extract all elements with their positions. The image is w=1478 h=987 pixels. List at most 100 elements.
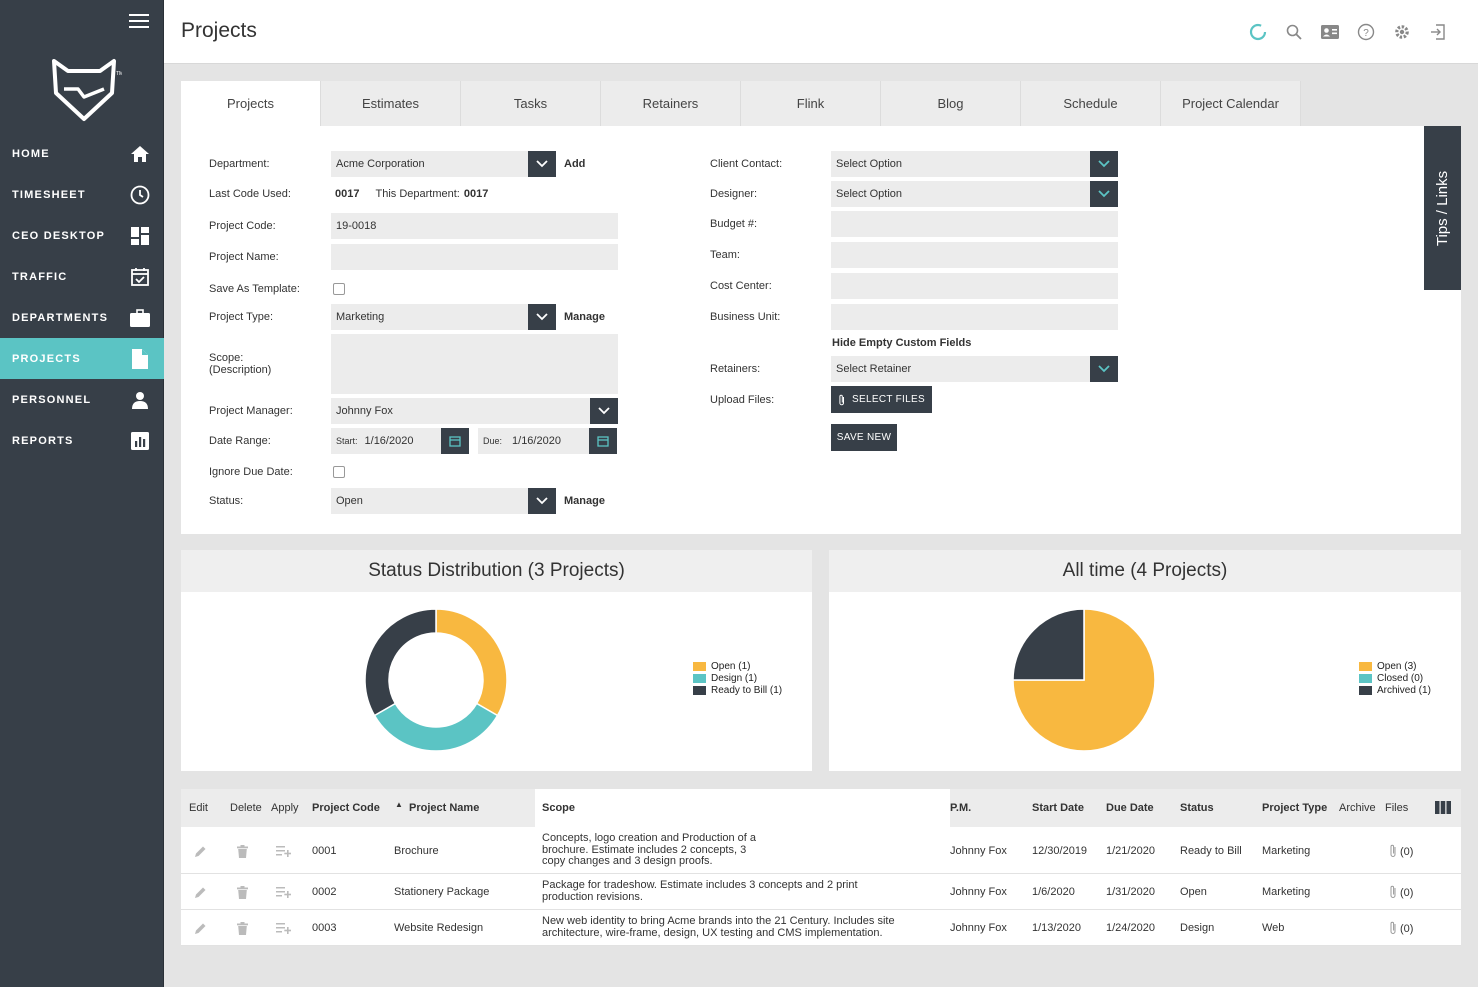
sidebar-item-traffic[interactable]: TRAFFIC bbox=[0, 256, 164, 297]
delete-trash-icon[interactable] bbox=[237, 845, 248, 861]
col-due-date[interactable]: Due Date bbox=[1106, 802, 1154, 814]
settings-gear-icon[interactable] bbox=[1392, 22, 1412, 42]
project-manager-label: Project Manager: bbox=[209, 405, 293, 417]
tab-blog[interactable]: Blog bbox=[881, 81, 1021, 126]
table-row[interactable]: 0002 Stationery Package Package for trades… bbox=[181, 874, 1461, 910]
save-as-template-checkbox[interactable] bbox=[333, 283, 345, 295]
table-row[interactable]: 0001 Brochure Concepts, logo creation and … bbox=[181, 827, 1461, 874]
sidebar-item-ceo-desktop[interactable]: CEO DESKTOP bbox=[0, 215, 164, 256]
designer-dropdown-button[interactable] bbox=[1090, 181, 1118, 207]
col-project-code[interactable]: Project Code bbox=[312, 802, 380, 814]
retainers-label: Retainers: bbox=[710, 363, 761, 375]
due-date-input[interactable]: Due: 1/16/2020 bbox=[478, 428, 589, 454]
logout-icon[interactable] bbox=[1428, 22, 1448, 42]
pie-slice-archived bbox=[1012, 608, 1085, 681]
tips-links-tab[interactable]: Tips / Links bbox=[1424, 126, 1461, 290]
status-select[interactable]: Open bbox=[331, 488, 528, 514]
cell-pm: Johnny Fox bbox=[950, 886, 1007, 898]
manage-status-link[interactable]: Manage bbox=[564, 495, 605, 507]
save-new-button[interactable]: SAVE NEW bbox=[831, 424, 897, 451]
columns-toggle-icon[interactable] bbox=[1435, 801, 1451, 814]
cell-scope: Package for tradeshow. Estimate includes… bbox=[542, 879, 858, 903]
col-scope[interactable]: Scope bbox=[542, 802, 576, 814]
tab-estimates[interactable]: Estimates bbox=[321, 81, 461, 126]
status-dropdown-button[interactable] bbox=[528, 488, 556, 514]
select-files-button[interactable]: SELECT FILES bbox=[831, 386, 932, 413]
paperclip-icon[interactable] bbox=[1389, 885, 1397, 902]
cell-files-count[interactable]: (0) bbox=[1400, 923, 1414, 935]
cell-project-name[interactable]: Brochure bbox=[394, 845, 439, 857]
delete-trash-icon[interactable] bbox=[237, 922, 248, 938]
budget-input[interactable] bbox=[831, 211, 1118, 237]
edit-pencil-icon[interactable] bbox=[194, 886, 207, 902]
start-date-input[interactable]: Start: 1/16/2020 bbox=[331, 428, 441, 454]
loading-spinner-icon bbox=[1248, 22, 1268, 42]
sidebar-item-reports[interactable]: REPORTS bbox=[0, 420, 164, 461]
project-code-input[interactable]: 19-0018 bbox=[331, 213, 618, 239]
apply-template-icon[interactable] bbox=[276, 887, 292, 901]
cell-files-count[interactable]: (0) bbox=[1400, 887, 1414, 899]
scope-textarea[interactable] bbox=[331, 334, 618, 394]
manage-project-type-link[interactable]: Manage bbox=[564, 311, 605, 323]
cell-project-type: Marketing bbox=[1262, 886, 1311, 898]
tab-flink[interactable]: Flink bbox=[741, 81, 881, 126]
project-manager-dropdown-button[interactable] bbox=[590, 398, 618, 424]
paperclip-icon[interactable] bbox=[1389, 844, 1397, 861]
col-project-type[interactable]: Project Type bbox=[1262, 802, 1328, 814]
client-contact-select[interactable]: Select Option bbox=[831, 151, 1090, 177]
tab-project-calendar[interactable]: Project Calendar bbox=[1161, 81, 1301, 126]
tab-retainers[interactable]: Retainers bbox=[601, 81, 741, 126]
delete-trash-icon[interactable] bbox=[237, 886, 248, 902]
due-date-calendar-button[interactable] bbox=[589, 428, 617, 454]
project-name-input[interactable] bbox=[331, 244, 618, 270]
apply-template-icon[interactable] bbox=[276, 846, 292, 860]
sidebar-item-home[interactable]: HOME bbox=[0, 133, 164, 174]
department-dropdown-button[interactable] bbox=[528, 151, 556, 177]
col-project-name[interactable]: Project Name bbox=[409, 802, 480, 814]
sidebar-item-departments[interactable]: DEPARTMENTS bbox=[0, 297, 164, 338]
contact-card-icon[interactable] bbox=[1320, 22, 1340, 42]
add-department-link[interactable]: Add bbox=[564, 158, 586, 170]
sidebar-item-personnel[interactable]: PERSONNEL bbox=[0, 379, 164, 420]
retainers-select[interactable]: Select Retainer bbox=[831, 356, 1090, 382]
sidebar-item-projects[interactable]: PROJECTS bbox=[0, 338, 164, 379]
ignore-due-date-checkbox[interactable] bbox=[333, 466, 345, 478]
table-row[interactable]: 0003 Website Redesign New web identity to … bbox=[181, 910, 1461, 946]
cell-project-name[interactable]: Stationery Package bbox=[394, 886, 490, 898]
cell-files-count[interactable]: (0) bbox=[1400, 846, 1414, 858]
sort-asc-icon[interactable]: ▲ bbox=[395, 800, 403, 809]
col-start-date[interactable]: Start Date bbox=[1032, 802, 1084, 814]
upload-files-label: Upload Files: bbox=[710, 393, 775, 406]
tab-tasks[interactable]: Tasks bbox=[461, 81, 601, 126]
search-icon[interactable] bbox=[1284, 22, 1304, 42]
col-status[interactable]: Status bbox=[1180, 802, 1214, 814]
col-delete: Delete bbox=[230, 802, 262, 814]
paperclip-icon[interactable] bbox=[1389, 921, 1397, 938]
tab-schedule[interactable]: Schedule bbox=[1021, 81, 1161, 126]
project-type-select[interactable]: Marketing bbox=[331, 304, 528, 330]
cell-status: Ready to Bill bbox=[1180, 845, 1242, 857]
sidebar-item-timesheet[interactable]: TIMESHEET bbox=[0, 174, 164, 215]
cell-project-type: Web bbox=[1262, 922, 1285, 934]
project-type-dropdown-button[interactable] bbox=[528, 304, 556, 330]
client-contact-dropdown-button[interactable] bbox=[1090, 151, 1118, 177]
project-manager-select[interactable]: Johnny Fox bbox=[331, 398, 590, 424]
cell-project-name[interactable]: Website Redesign bbox=[394, 922, 484, 934]
team-input[interactable] bbox=[831, 242, 1118, 268]
retainers-dropdown-button[interactable] bbox=[1090, 356, 1118, 382]
hide-empty-fields-link[interactable]: Hide Empty Custom Fields bbox=[832, 337, 972, 349]
start-date-calendar-button[interactable] bbox=[441, 428, 469, 454]
col-pm[interactable]: P.M. bbox=[950, 802, 972, 814]
help-icon[interactable]: ? bbox=[1356, 22, 1376, 42]
cost-center-input[interactable] bbox=[831, 273, 1118, 299]
edit-pencil-icon[interactable] bbox=[194, 922, 207, 938]
status-legend: Open (1) Design (1) Ready to Bill (1) bbox=[693, 660, 782, 696]
department-select[interactable]: Acme Corporation bbox=[331, 151, 528, 177]
apply-template-icon[interactable] bbox=[276, 923, 292, 937]
edit-pencil-icon[interactable] bbox=[194, 845, 207, 861]
menu-icon[interactable] bbox=[129, 14, 149, 30]
tips-links-label: Tips / Links bbox=[1434, 170, 1451, 246]
tab-projects[interactable]: Projects bbox=[181, 81, 321, 126]
business-unit-input[interactable] bbox=[831, 304, 1118, 330]
designer-select[interactable]: Select Option bbox=[831, 181, 1090, 207]
